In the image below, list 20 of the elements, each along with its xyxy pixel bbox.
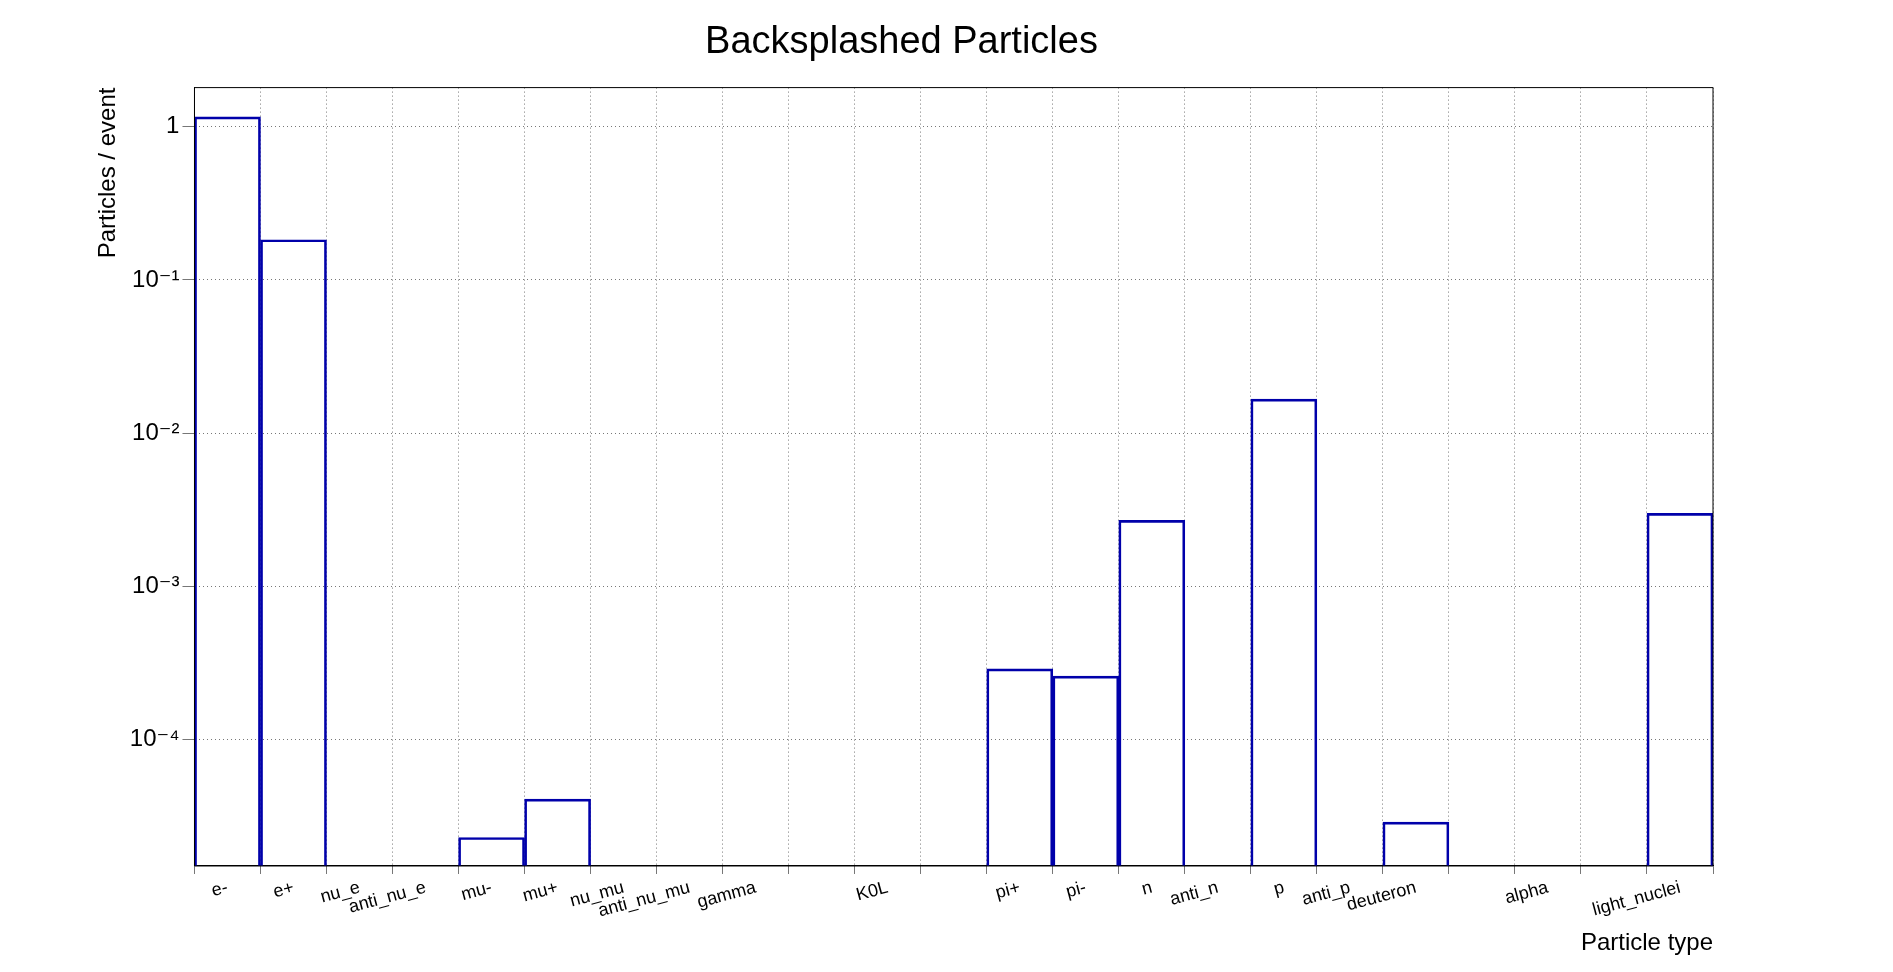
y-tick-label: 10⁻⁴ [129,724,180,752]
x-tick-label: pi- [1063,876,1089,902]
x-tick-label: anti_n [1167,876,1221,910]
y-tick-label: 10⁻¹ [132,264,180,292]
x-tick-label: e- [209,876,230,901]
x-tick-label: p [1271,876,1287,899]
y-tick-label: 10⁻³ [132,571,180,599]
x-tick-label: K0L [853,876,891,905]
x-tick-label: alpha [1502,876,1552,908]
x-tick-label: mu+ [520,876,560,906]
x-tick-label: e+ [270,876,296,902]
x-tick-label: gamma [694,876,759,912]
x-tick-label: n [1139,876,1155,899]
chart-title: Backsplashed Particles [705,19,1098,62]
x-tick-label: mu- [458,876,494,905]
x-axis-title: Particle type [1580,928,1713,956]
y-tick-label: 10⁻² [132,417,180,445]
y-axis-title: Particles / event [93,87,121,259]
x-tick-label: pi+ [993,876,1023,903]
y-tick-label: 1 [166,111,180,139]
